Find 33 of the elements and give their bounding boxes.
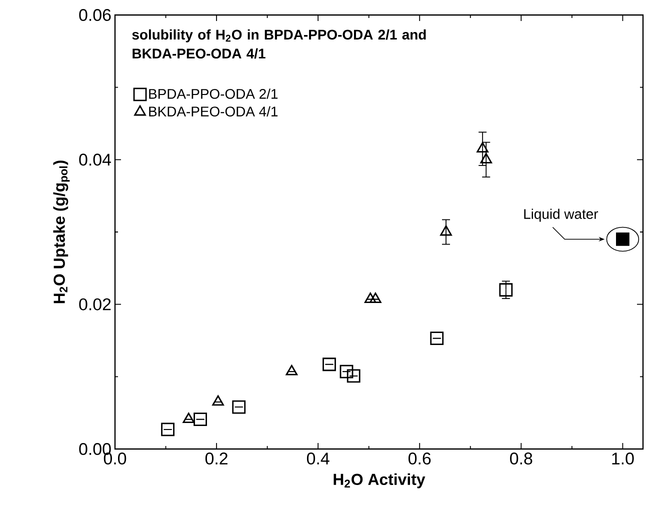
y-tick-label: 0.06 bbox=[79, 9, 111, 21]
y-axis-title: H$_{2}$O Uptake (g/g$_{pol}$) bbox=[53, 160, 70, 304]
x-tick-label: 0.8 bbox=[510, 452, 532, 465]
point bbox=[606, 226, 640, 252]
annotation: Liquid water bbox=[524, 208, 598, 222]
legend-label: BKDA-PEO-ODA 4/1 bbox=[149, 106, 278, 116]
point bbox=[499, 283, 513, 297]
point bbox=[194, 412, 207, 426]
x-tick-label: 0.0 bbox=[104, 452, 126, 465]
y-tick-label: 0.02 bbox=[79, 298, 111, 310]
point bbox=[212, 395, 224, 406]
point bbox=[161, 422, 174, 436]
point bbox=[430, 332, 444, 346]
point bbox=[340, 364, 354, 378]
point bbox=[286, 364, 298, 376]
point bbox=[370, 292, 382, 303]
point bbox=[476, 142, 488, 153]
x-tick-label: 1.0 bbox=[612, 452, 634, 465]
point bbox=[182, 412, 195, 424]
point bbox=[322, 358, 336, 372]
x-tick-label: 0.6 bbox=[408, 452, 431, 465]
x-tick-label: 0.2 bbox=[205, 452, 228, 465]
point bbox=[440, 225, 452, 236]
x-tick-label: 0.4 bbox=[306, 452, 330, 465]
point bbox=[232, 400, 246, 414]
point bbox=[346, 369, 360, 383]
legend-title: solubility of H$_{2}$O in BPDA-PPO-ODA 2/1 and BKDA-PEO-ODA 4/1 bbox=[132, 29, 426, 59]
legend-label: BPDA-PPO-ODA 2/1 bbox=[149, 88, 278, 99]
y-tick-label: 0.00 bbox=[79, 443, 111, 455]
x-axis-title: H$_{2}$O Activity bbox=[334, 473, 426, 488]
point bbox=[480, 152, 492, 164]
point bbox=[364, 292, 376, 303]
y-tick-label: 0.04 bbox=[79, 154, 111, 166]
